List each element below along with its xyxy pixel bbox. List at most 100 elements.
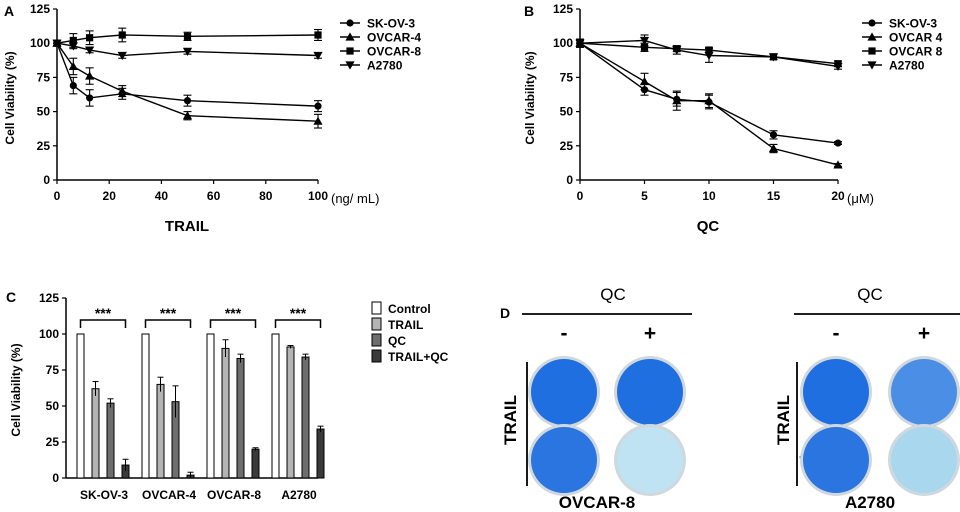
qc-label: QC xyxy=(857,285,883,304)
bar xyxy=(316,428,325,479)
significance-bracket xyxy=(144,319,192,328)
legend-marker xyxy=(346,19,354,27)
plot-area xyxy=(575,34,843,169)
data-point xyxy=(672,96,682,105)
qc-label: QC xyxy=(600,285,626,304)
x-unit-label: (ng/ mL) xyxy=(331,191,379,206)
legend-label: A2780 xyxy=(889,59,925,73)
legend-swatch xyxy=(371,317,382,331)
panel-c: C Cell Viability (%) 0 25 50 75 100 125 SK-OV-… xyxy=(6,289,449,502)
data-point xyxy=(313,116,323,125)
legend-label: OVCAR 4 xyxy=(889,31,943,45)
data-point xyxy=(834,139,842,147)
plot-area xyxy=(52,27,323,129)
y-tick-label: 125 xyxy=(30,2,50,16)
series-line-1 xyxy=(579,42,839,166)
cell-line-name: OVCAR-8 xyxy=(559,493,636,512)
significance-bracket xyxy=(209,319,257,328)
cell-line-name: A2780 xyxy=(845,493,895,512)
data-point xyxy=(704,96,714,105)
x-axis-label: QC xyxy=(697,218,720,235)
legend-label: TRAIL+QC xyxy=(388,350,449,364)
y-tick-label: 125 xyxy=(39,291,59,305)
qc-column-sign: + xyxy=(918,322,930,345)
x-tick-label: 80 xyxy=(259,189,273,203)
legend-marker xyxy=(868,19,876,27)
y-tick-label: 75 xyxy=(37,70,51,84)
data-point xyxy=(68,61,78,71)
legend-label: OVCAR-8 xyxy=(367,45,421,59)
significance-stars: *** xyxy=(160,305,177,321)
y-tick-label: 0 xyxy=(52,471,59,485)
x-tick-label: 20 xyxy=(831,189,845,203)
bar xyxy=(236,357,245,479)
bar xyxy=(141,333,150,479)
legend-swatch xyxy=(371,301,382,315)
well xyxy=(803,359,869,425)
x-tick-label: A2780 xyxy=(281,488,317,502)
data-point xyxy=(86,34,94,42)
y-tick-label: 100 xyxy=(39,327,59,341)
x-tick-label: 0 xyxy=(54,189,61,203)
significance-bracket xyxy=(274,319,322,328)
axes: 0 25 50 75 100 125 0 20 40 60 80 100 xyxy=(30,2,328,203)
bar xyxy=(251,448,260,479)
legend-label: OVCAR 8 xyxy=(889,45,943,59)
significance-stars: *** xyxy=(225,305,242,321)
data-point xyxy=(118,31,126,39)
y-axis-label: Cell Viability (%) xyxy=(9,343,23,436)
data-point xyxy=(69,36,77,45)
y-tick-label: 50 xyxy=(560,105,574,119)
data-point xyxy=(314,31,322,39)
data-point xyxy=(182,47,193,57)
legend-marker xyxy=(867,32,877,41)
x-tick-label: 20 xyxy=(103,189,117,203)
data-point xyxy=(86,94,94,102)
data-point xyxy=(768,53,779,62)
data-point xyxy=(69,82,77,90)
panel-b: B Cell Viability (%) QC (μM) 02550751001… xyxy=(523,2,943,235)
panel-label-c: C xyxy=(6,289,16,305)
y-tick-label: 0 xyxy=(566,173,573,187)
x-axis-label: TRAIL xyxy=(165,218,209,235)
legend-label: OVCAR-4 xyxy=(367,31,421,45)
y-tick-label: 100 xyxy=(553,36,573,50)
legend-marker xyxy=(345,32,355,41)
axes: 0 25 50 75 100 125 0 5 10 15 20 xyxy=(553,2,845,203)
x-tick-label: 100 xyxy=(308,189,328,203)
data-point xyxy=(68,42,78,51)
x-tick-label: 60 xyxy=(207,189,221,203)
data-point xyxy=(639,36,650,46)
x-unit-label: (μM) xyxy=(847,191,874,206)
data-point xyxy=(52,39,62,48)
bar xyxy=(156,383,165,479)
bar xyxy=(106,402,115,479)
data-point xyxy=(85,46,95,55)
bar xyxy=(271,333,280,479)
x-tick-label: OVCAR-4 xyxy=(142,488,196,502)
well xyxy=(617,359,683,425)
y-tick-label: 50 xyxy=(46,399,60,413)
panel-label-b: B xyxy=(524,3,534,19)
y-tick-label: 75 xyxy=(560,70,574,84)
legend-label: A2780 xyxy=(367,59,403,73)
panel-label-d: D xyxy=(500,305,510,321)
data-point xyxy=(639,76,650,86)
y-tick-label: 25 xyxy=(37,139,51,153)
series-line-1 xyxy=(56,42,319,122)
qc-column-sign: - xyxy=(833,322,840,345)
y-tick-label: 50 xyxy=(37,105,51,119)
y-axis-label: Cell Viability (%) xyxy=(3,51,17,144)
data-point xyxy=(769,131,778,139)
bar xyxy=(206,333,215,479)
legend-label: SK-OV-3 xyxy=(889,17,937,31)
legend-label: Control xyxy=(388,302,431,316)
qc-column-sign: + xyxy=(644,322,656,345)
panel-a: A Cell Viability (%) TRAIL (ng/ mL) 0 25 5… xyxy=(3,2,421,235)
series-line-3 xyxy=(579,39,839,68)
trail-label: TRAIL xyxy=(774,395,793,445)
y-tick-label: 0 xyxy=(43,173,50,187)
trail-label: TRAIL xyxy=(501,395,520,445)
